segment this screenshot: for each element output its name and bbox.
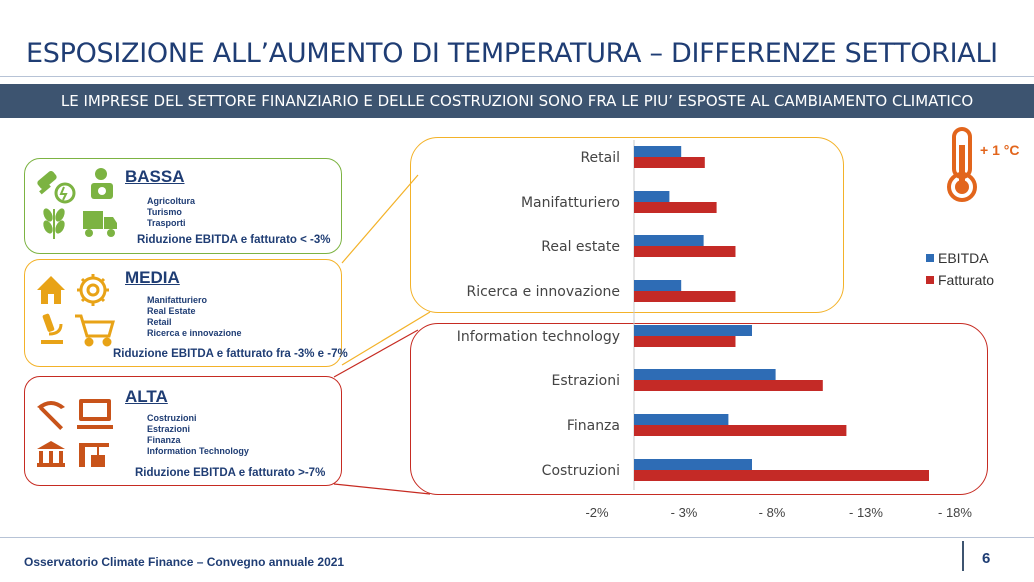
list-item: Estrazioni xyxy=(147,424,191,434)
construction-icon xyxy=(79,443,109,467)
list-item: Agricoltura xyxy=(147,196,196,206)
list-item: Real Estate xyxy=(147,306,196,316)
bar-ebitda xyxy=(634,191,670,202)
x-tick-label: -2% xyxy=(585,505,609,520)
list-item: Turismo xyxy=(147,207,182,217)
list-item: Finanza xyxy=(147,435,181,445)
list-item: Trasporti xyxy=(147,218,186,228)
high-exposure-icons xyxy=(37,399,113,467)
bar-ebitda xyxy=(634,369,776,380)
title-divider xyxy=(0,76,1034,77)
bar-fatturato xyxy=(634,246,736,257)
bar-ebitda xyxy=(634,235,704,246)
category-label: Manifatturiero xyxy=(521,195,620,211)
note-alta: Riduzione EBITDA e fatturato >-7% xyxy=(135,467,326,479)
x-tick-label: - 13% xyxy=(849,505,883,520)
bar-fatturato xyxy=(634,336,736,347)
x-tick-label: - 3% xyxy=(671,505,698,520)
legend-label: EBITDA xyxy=(938,250,989,266)
list-item: Manifatturiero xyxy=(147,295,208,305)
card-bassa: BASSA Agricoltura Turismo Trasporti Ridu… xyxy=(24,158,342,254)
medium-sectors-frame xyxy=(410,137,844,313)
legend-swatch xyxy=(926,276,934,284)
x-tick-label: - 18% xyxy=(938,505,972,520)
note-bassa: Riduzione EBITDA e fatturato < -3% xyxy=(137,234,331,246)
bar-fatturato xyxy=(634,202,717,213)
legend-item-ebitda: EBITDA xyxy=(926,250,994,266)
category-label: Finanza xyxy=(567,418,620,434)
legend-label: Fatturato xyxy=(938,272,995,288)
bar-fatturato xyxy=(634,157,705,168)
note-media: Riduzione EBITDA e fatturato fra -3% e -… xyxy=(113,348,348,360)
legend-item-fatturato: Fatturato xyxy=(926,272,994,288)
x-tick-label: - 8% xyxy=(759,505,786,520)
bar-fatturato xyxy=(634,425,847,436)
bank-icon xyxy=(37,441,65,467)
category-label: Ricerca e innovazione xyxy=(466,284,620,300)
level-title-bassa: BASSA xyxy=(125,167,185,186)
temperature-label: + 1 °C xyxy=(980,142,1020,158)
category-label: Estrazioni xyxy=(551,373,620,389)
category-label: Information technology xyxy=(457,329,620,345)
chart-legend: EBITDA Fatturato xyxy=(926,250,994,294)
legend-swatch xyxy=(926,254,934,262)
category-label: Real estate xyxy=(541,239,620,255)
low-exposure-icons xyxy=(37,168,117,239)
page-number: 6 xyxy=(982,550,991,567)
sector-list-alta: Costruzioni Estrazioni Finanza Informati… xyxy=(147,413,249,457)
computer-icon xyxy=(77,399,113,429)
high-sectors-frame xyxy=(410,323,988,495)
list-item: Information Technology xyxy=(147,446,249,456)
level-title-media: MEDIA xyxy=(125,268,180,287)
connector-line xyxy=(333,483,431,495)
banner: LE IMPRESE DEL SETTORE FINANZIARIO E DEL… xyxy=(0,84,1034,118)
tourist-icon xyxy=(91,168,113,199)
footer-divider xyxy=(0,537,1034,538)
pickaxe-icon xyxy=(37,401,65,431)
bar-ebitda xyxy=(634,280,682,291)
bar-ebitda xyxy=(634,325,752,336)
cart-icon xyxy=(75,314,115,347)
page-separator xyxy=(962,541,964,571)
medium-exposure-icons xyxy=(37,274,115,347)
page-title: ESPOSIZIONE ALL’AUMENTO DI TEMPERATURA –… xyxy=(26,38,998,69)
category-label: Costruzioni xyxy=(542,463,620,479)
list-item: Costruzioni xyxy=(147,413,197,423)
wheat-icon xyxy=(43,208,65,239)
bar-ebitda xyxy=(634,414,729,425)
category-label: Retail xyxy=(580,150,620,166)
plug-icon xyxy=(37,170,76,204)
gear-icon xyxy=(77,274,109,306)
list-item: Ricerca e innovazione xyxy=(147,328,242,338)
list-item: Retail xyxy=(147,317,172,327)
bar-ebitda xyxy=(634,459,752,470)
connector-line xyxy=(341,174,419,264)
connector-line xyxy=(341,311,431,366)
thermometer-icon xyxy=(947,127,977,202)
truck-icon xyxy=(83,211,117,237)
footer-text: Osservatorio Climate Finance – Convegno … xyxy=(24,555,345,569)
connector-line xyxy=(333,329,419,378)
card-alta: ALTA Costruzioni Estrazioni Finanza Info… xyxy=(24,376,342,486)
house-icon xyxy=(37,276,65,304)
card-media: MEDIA Manifatturiero Real Estate Retail … xyxy=(24,259,348,367)
bar-fatturato xyxy=(634,291,736,302)
sector-list-bassa: Agricoltura Turismo Trasporti xyxy=(147,196,195,229)
bar-ebitda xyxy=(634,146,682,157)
bar-fatturato xyxy=(634,380,823,391)
microscope-icon xyxy=(41,313,63,344)
sector-list-media: Manifatturiero Real Estate Retail Ricerc… xyxy=(147,295,242,339)
bar-fatturato xyxy=(634,470,929,481)
level-title-alta: ALTA xyxy=(125,387,168,406)
